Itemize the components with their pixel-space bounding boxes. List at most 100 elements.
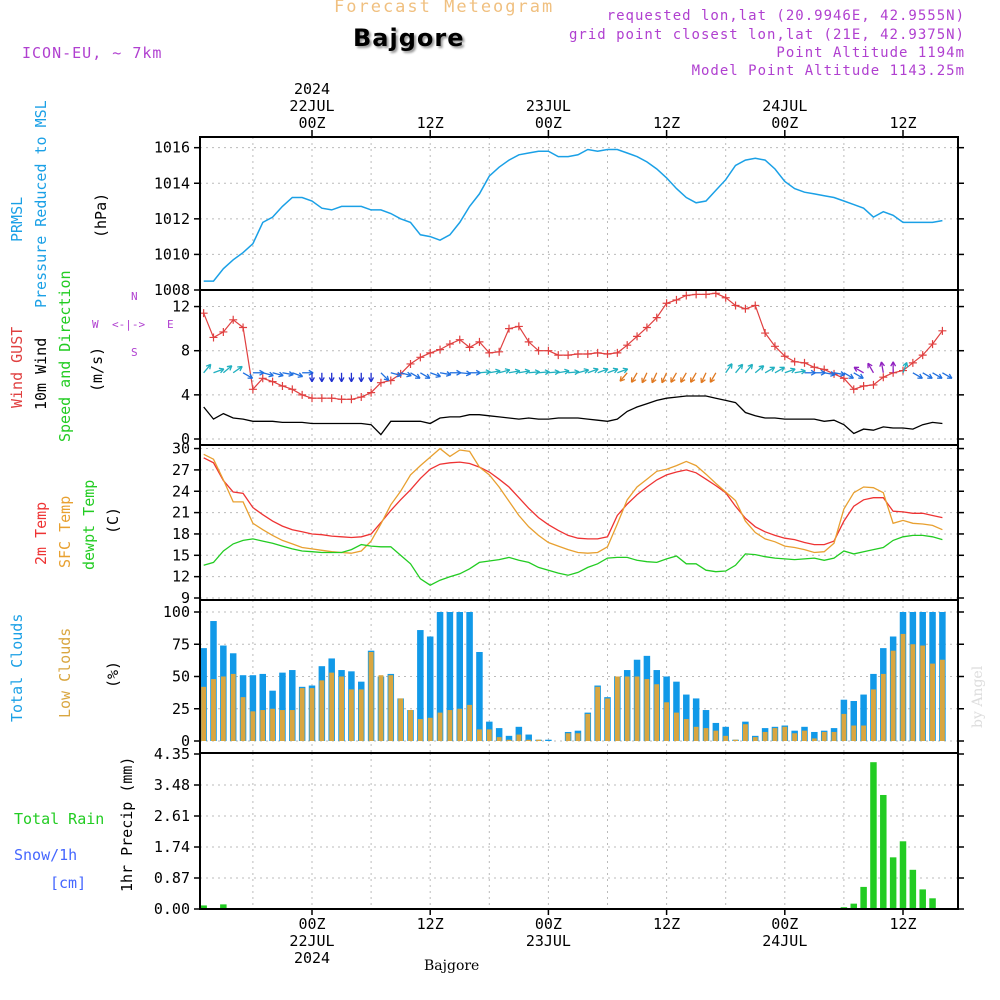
total-cloud-bar [850,701,857,741]
dewpt-line [203,534,943,586]
wind-arrow-shaft [784,368,796,374]
low-cloud-bar [624,676,630,741]
wind-arrow-shaft [558,370,570,374]
wind-gust-marker [672,295,681,304]
low-cloud-bar [250,711,256,741]
point-altitude: Point Altitude 1194m [776,45,965,61]
wind-arrow-shaft [203,363,212,374]
wind-gust-marker [337,395,346,404]
y-tick-label: 100 [163,603,190,621]
wind-arrow-head [747,363,754,370]
wind-arrow-shaft [922,372,933,379]
low-cloud-bar [447,710,453,741]
low-cloud-bar [910,644,916,741]
wind-direction-arrow [348,372,355,383]
wind-gust-marker [741,304,750,313]
wind-gust-marker [623,341,632,350]
low-cloud-bar [270,708,276,741]
wind-arrow-shaft [489,370,501,374]
wind-arrow-head [406,371,412,378]
wind-direction-arrow [774,366,786,374]
wind-arrow-head [651,377,657,384]
wind-arrow-head [383,375,390,382]
low-cloud-bar [457,708,463,741]
low-cloud-bar [664,702,670,741]
wind-arrow-shaft [272,372,284,377]
total-cloud-bar [466,612,473,741]
wind-arrow-head [879,361,886,367]
wind-gust-marker [209,333,218,342]
wind-arrow-shaft [670,372,678,383]
low-cloud-bar [890,650,896,741]
low-cloud-bar [861,725,867,741]
wind-direction-arrow [912,372,923,379]
low-cloud-bar [417,719,423,741]
compass-east: E [167,318,174,331]
low-cloud-bar [811,738,817,741]
wind-arrow-head [247,373,254,379]
total-cloud-bar [525,734,532,741]
wind-arrow-head [937,373,943,379]
low-cloud-bar [526,739,532,741]
wind-gust-marker [702,290,710,299]
wind-gust-marker [505,324,513,333]
time-label-bottom: 24JUL [762,932,807,950]
wind-gust-marker [869,380,878,389]
y-tick-label: 18 [172,525,190,543]
total-cloud-bar [860,694,867,741]
time-label-top: 24JUL [762,97,807,115]
wind-arrow-shaft [661,372,668,384]
wind-arrow-shaft [853,366,864,374]
snow-label: Snow/1h [14,846,78,864]
wind-direction-arrow [922,372,933,379]
low-cloud-bar [201,686,207,741]
wind-gust-marker [524,337,533,346]
wind-gust-marker [426,348,435,357]
wind-direction-arrow [853,366,864,374]
low-cloud-bar [792,733,798,741]
wind-arrow-shaft [754,365,765,374]
wind-arrow-head [769,366,776,372]
wind-arrow-head [853,366,860,372]
wind-arrow-head [445,371,452,377]
wind-arrow-head [700,377,706,384]
wind-arrow-shaft [833,372,845,376]
wind-arrow-shaft [700,372,707,384]
wind-arrow-head [504,368,511,374]
low-cloud-bar [211,679,216,741]
time-label-top: 12Z [653,114,680,132]
wind-gust-marker [514,322,523,331]
wind-gust-marker [475,337,484,346]
total-cloud-bar [456,612,463,741]
wind-gust-marker [642,323,651,332]
wind-gust-marker [436,345,445,354]
wind-gust-marker [367,388,376,397]
wind-gust-marker [455,335,464,344]
temp-sfc-line [203,447,943,554]
wind-arrow-shaft [735,363,744,374]
wind-arrow-shaft [617,368,628,374]
wind-arrow-shaft [867,362,875,374]
wind-arrow-head [727,363,733,369]
wind-arrow-head [602,367,609,374]
panel-frame [199,752,959,910]
total-rain-label: Total Rain [14,810,105,828]
wind-direction-arrow [617,367,629,374]
wind-gust-marker [376,378,385,387]
wind-gust-marker [485,348,494,357]
wind-direction-arrow [690,372,697,383]
time-label-bottom: 2024 [294,949,330,967]
time-label-top: 00Z [535,114,562,132]
low-cloud-bar [851,725,857,741]
low-cloud-bar [220,676,226,741]
wind-direction-arrow [660,372,668,384]
y-tick-label: 15 [172,546,190,564]
wind-gust-marker [613,348,622,357]
wind-direction-arrow [203,363,212,374]
wind-direction-arrow [619,372,628,382]
y-tick-label: 1010 [154,245,190,263]
low-cloud-bar [821,731,827,741]
wind-direction-arrow [272,371,284,378]
wind-direction-arrow [867,362,875,374]
wind-arrow-shaft [232,365,243,374]
